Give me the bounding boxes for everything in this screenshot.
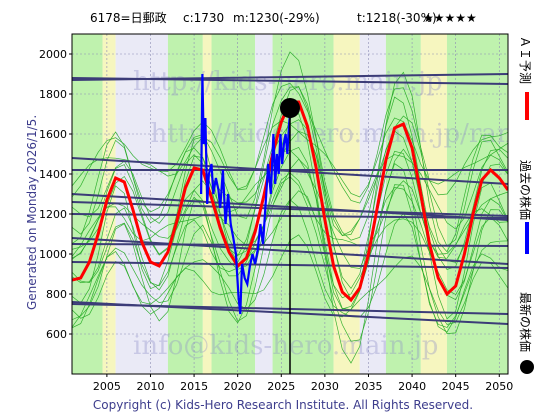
watermark: http://kids-hero.main.jp/ranking.html <box>150 119 560 149</box>
x-tick-label: 2005 <box>93 380 121 393</box>
plot-area: http://kids-hero.main.jphttp://kids-hero… <box>39 33 560 393</box>
x-tick-label: 2020 <box>224 380 252 393</box>
x-tick-label: 2045 <box>442 380 470 393</box>
header-target: t:1218(-30%) <box>357 11 437 25</box>
latest-price-marker <box>280 98 300 118</box>
forecast-band <box>255 34 273 374</box>
legend-ai-forecast-label: ＡＩ予測 <box>518 36 532 84</box>
y-tick-label: 800 <box>46 288 67 301</box>
y-tick-label: 1400 <box>39 168 67 181</box>
header-code-name: 6178=日郵政 <box>90 11 167 25</box>
copyright: Copyright (c) Kids-Hero Research Institu… <box>93 398 473 412</box>
watermark: info@kids-hero.main.jp <box>133 331 438 361</box>
ensemble-forecast-line <box>72 51 508 253</box>
x-tick-label: 2025 <box>267 380 295 393</box>
legend-latest-price-marker <box>520 360 534 374</box>
x-tick-label: 2040 <box>398 380 426 393</box>
plot-content: http://kids-hero.main.jphttp://kids-hero… <box>72 34 560 374</box>
header-median: m:1230(-29%) <box>233 11 320 25</box>
header-rating: ★★★★★ <box>423 11 477 25</box>
plot-frame <box>71 33 509 375</box>
legend-latest-price-label: 最新の株価 <box>518 292 533 352</box>
past-price-line <box>200 73 292 315</box>
x-tick-label: 2015 <box>180 380 208 393</box>
ensemble-forecast-line <box>72 86 508 300</box>
legend-past-price-label: 過去の株価 <box>518 160 533 220</box>
y-tick-label: 1200 <box>39 208 67 221</box>
header-current-price: c:1730 <box>183 11 224 25</box>
forecast-band <box>167 34 203 374</box>
ensemble-forecast-line <box>72 82 508 204</box>
forecast-band <box>72 34 103 374</box>
legend: ＡＩ予測 過去の株価 最新の株価 <box>518 36 534 374</box>
x-tick-label: 2030 <box>311 380 339 393</box>
y-tick-label: 2000 <box>39 48 67 61</box>
generated-label: Generated on Monday 2026/1/5. <box>25 115 39 310</box>
y-tick-label: 600 <box>46 328 67 341</box>
forecast-band <box>333 34 360 374</box>
y-tick-label: 1000 <box>39 248 67 261</box>
trend-line <box>72 77 508 85</box>
y-tick-label: 1600 <box>39 128 67 141</box>
y-tick-label: 1800 <box>39 88 67 101</box>
x-tick-label: 2035 <box>354 380 382 393</box>
x-tick-label: 2010 <box>136 380 164 393</box>
x-tick-label: 2050 <box>485 380 513 393</box>
